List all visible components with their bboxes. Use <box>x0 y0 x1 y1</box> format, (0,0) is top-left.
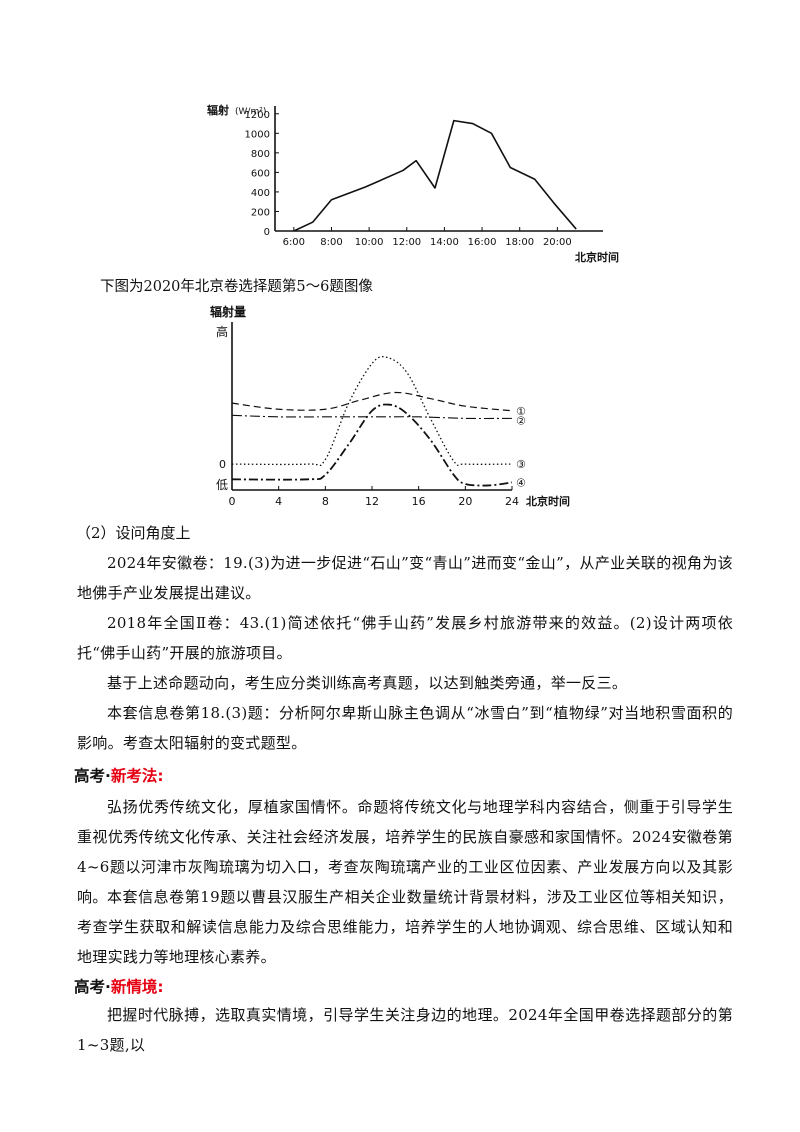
heading-prefix: 高考 <box>74 767 106 785</box>
x-tick-label: 20:00 <box>543 237 572 248</box>
heading-highlight: 新情境 <box>110 978 158 996</box>
series-label-4: ④ <box>516 476 526 489</box>
heading-colon: : <box>157 767 164 785</box>
heading-prefix: 高考 <box>74 978 106 996</box>
paragraph-q19: 本套信息卷第19题以曹县汉服生产相关企业数量统计背景材料，涉及工业区位等相关知识… <box>77 888 733 966</box>
paragraph-anhui: 2024年安徽卷：19.(3)为进一步促进“石山”变“青山”进而变“金山”，从产… <box>77 554 733 602</box>
paragraph-strategy: 基于上述命题动向，考生应分类训练高考真题，以达到触类旁通，举一反三。 <box>107 674 628 692</box>
x-tick-label: 16 <box>412 495 426 508</box>
y-tick-label: 600 <box>251 168 270 179</box>
paragraph-national-2: 2018年全国Ⅱ卷：43.(1)简述依托“佛手山药”发展乡村旅游带来的效益。(2… <box>77 614 733 662</box>
x-tick-label: 24 <box>505 495 519 508</box>
section-label: （2）设问角度上 <box>76 524 191 542</box>
heading-colon: : <box>157 978 164 996</box>
x-tick-label: 0 <box>229 495 236 508</box>
y-zero-label: 0 <box>219 458 226 471</box>
x-tick-label: 14:00 <box>430 237 459 248</box>
y-low-label: 低 <box>216 478 228 492</box>
x-tick-label: 6:00 <box>283 237 305 248</box>
series-line-4 <box>231 403 513 487</box>
series-line-1 <box>231 391 513 412</box>
radiation-line-chart: 辐射 (W/m²) 0 200 400 600 800 1000 1200 6:00 8:00 10:… <box>207 103 619 264</box>
x-tick-label: 8:00 <box>320 237 342 248</box>
heading-new-context: 高考·新情境: <box>74 975 164 997</box>
x-axis-label: 北京时间 <box>526 494 570 508</box>
y-tick-label: 1200 <box>245 110 270 121</box>
y-axis-unit: (W/m²) <box>235 107 266 117</box>
series-label-3: ③ <box>516 458 526 471</box>
y-tick-label: 400 <box>251 188 270 199</box>
x-tick-label: 12 <box>365 495 379 508</box>
y-tick-label: 0 <box>264 227 270 238</box>
series-line-2 <box>231 414 513 420</box>
y-tick-label: 200 <box>251 207 270 218</box>
y-axis-label: 辐射量 <box>210 304 246 319</box>
y-axis-label: 辐射 <box>207 103 229 117</box>
y-tick-label: 1000 <box>245 129 270 140</box>
y-tick-label: 800 <box>251 149 270 160</box>
x-tick-label: 18:00 <box>505 237 534 248</box>
x-tick-label: 4 <box>275 495 282 508</box>
y-high-label: 高 <box>216 324 228 339</box>
paragraph-culture: 弘扬优秀传统文化，厚植家国情怀。命题将传统文化与地理学科内容结合，侧重于引导学生… <box>77 798 733 906</box>
heading-highlight: 新考法 <box>110 767 158 785</box>
paragraph-q18: 本套信息卷第18.(3)题：分析阿尔卑斯山脉主色调从“冰雪白”到“植物绿”对当地… <box>77 704 733 752</box>
x-tick-label: 16:00 <box>468 237 497 248</box>
heading-dot: · <box>105 978 111 996</box>
series-label-1: ① <box>516 405 526 418</box>
x-tick-label: 12:00 <box>392 237 421 248</box>
series-line-radiation <box>293 119 577 232</box>
x-axis-label: 北京时间 <box>575 250 619 264</box>
x-tick-label: 20 <box>458 495 472 508</box>
series-line-3 <box>231 356 513 466</box>
heading-new-method: 高考·新考法: <box>74 764 164 786</box>
series-label-2: ② <box>516 414 526 427</box>
x-tick-label: 10:00 <box>355 237 384 248</box>
paragraph-context: 把握时代脉搏，选取真实情境，引导学生关注身边的地理。2024年全国甲卷选择题部分… <box>77 1006 733 1054</box>
heading-dot: · <box>105 767 111 785</box>
chart2-caption: 下图为2020年北京卷选择题第5～6题图像 <box>100 279 373 295</box>
x-tick-label: 8 <box>322 495 329 508</box>
